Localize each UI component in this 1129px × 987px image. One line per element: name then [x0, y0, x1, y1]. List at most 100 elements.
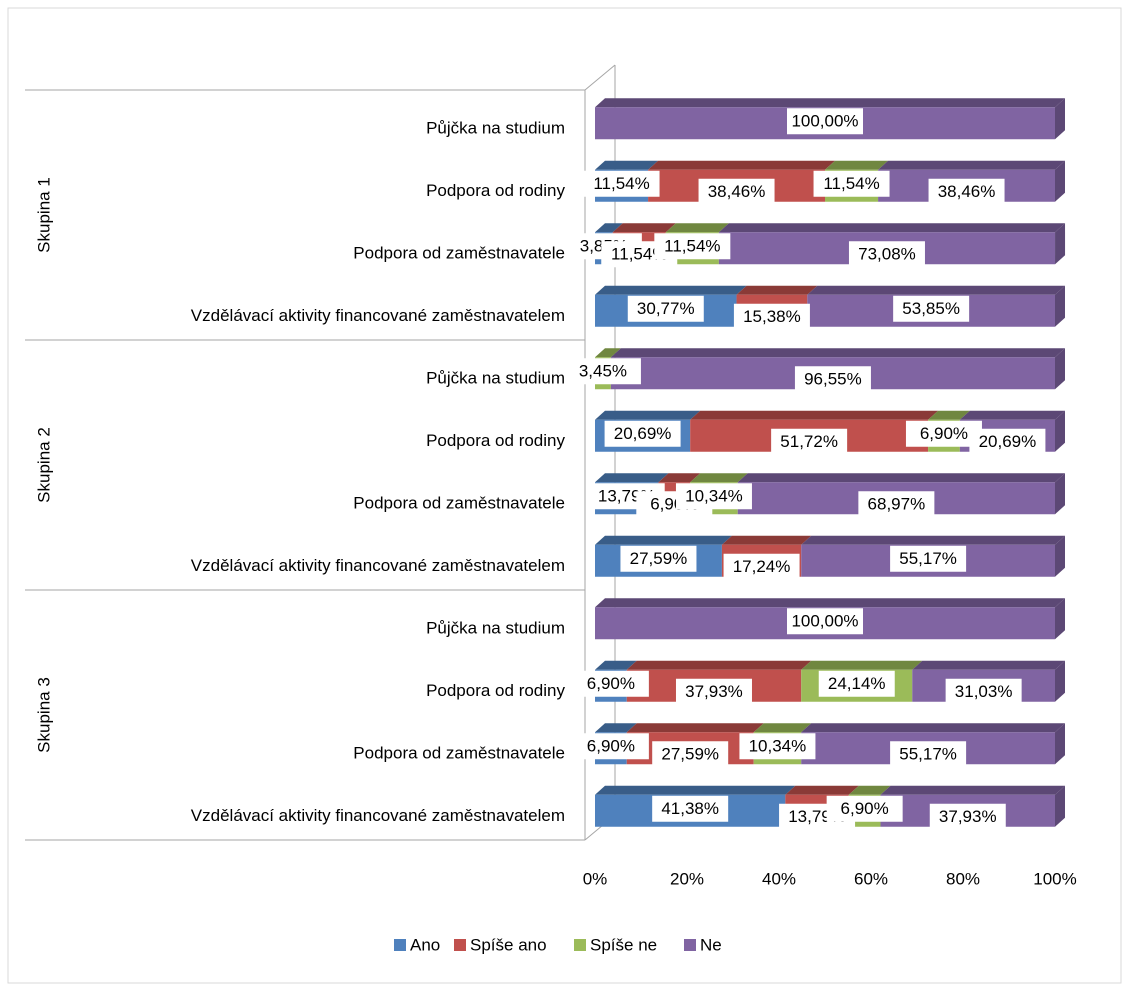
label-bg: [928, 178, 1005, 205]
category-label: Půjčka na studium: [426, 119, 565, 138]
data-label: 20,69%: [614, 424, 672, 443]
bar-top: [737, 473, 1065, 483]
data-label: 96,55%: [804, 370, 862, 389]
data-label: 6,90%: [920, 424, 968, 443]
bar-top: [595, 98, 1065, 108]
bar-side: [1055, 348, 1065, 390]
data-label: 41,38%: [661, 799, 719, 818]
legend-label: Ano: [410, 935, 440, 954]
bar-top: [610, 348, 1065, 358]
bar-top: [825, 160, 889, 170]
label-bg: [893, 295, 970, 322]
x-tick-label: 20%: [670, 869, 704, 888]
x-tick-label: 80%: [946, 869, 980, 888]
data-label: 38,46%: [938, 182, 996, 201]
legend-label: Spíše ne: [590, 935, 657, 954]
bar-top: [848, 785, 891, 795]
bar-top: [721, 535, 812, 545]
bar-top: [928, 410, 970, 420]
data-label: 38,46%: [708, 182, 766, 201]
bar-top: [626, 723, 764, 733]
category-label: Půjčka na studium: [426, 619, 565, 638]
data-label: 100,00%: [791, 612, 858, 631]
label-bg: [652, 795, 729, 822]
category-label: Podpora od zaměstnavatele: [353, 494, 565, 513]
legend-label: Spíše ano: [470, 935, 547, 954]
data-label: 17,24%: [733, 557, 791, 576]
data-label: 31,03%: [955, 682, 1013, 701]
x-tick-label: 60%: [854, 869, 888, 888]
wall-line: [584, 64, 616, 91]
data-label: 30,77%: [637, 299, 695, 318]
bar-side: [1055, 98, 1065, 140]
bar-top: [718, 223, 1066, 233]
category-label: Podpora od zaměstnavatele: [353, 244, 565, 263]
bar-top: [912, 660, 1065, 670]
category-label: Vzdělávací aktivity financované zaměstna…: [191, 556, 565, 575]
group-label: Skupina 2: [34, 427, 53, 503]
category-label: Podpora od rodiny: [426, 181, 565, 200]
label-bg: [787, 108, 863, 135]
label-bg: [723, 553, 800, 580]
legend-swatch: [454, 939, 466, 951]
bar-top: [801, 723, 1065, 733]
label-bg: [698, 178, 775, 205]
bar-top: [595, 785, 796, 795]
data-label: 3,45%: [579, 362, 627, 381]
bar-top: [595, 660, 637, 670]
data-label: 10,34%: [685, 487, 743, 506]
bar-side: [1055, 285, 1065, 327]
label-bg: [675, 678, 752, 705]
label-bg: [945, 678, 1022, 705]
data-label: 6,90%: [841, 799, 889, 818]
legend-swatch: [394, 939, 406, 951]
label-bg: [620, 545, 697, 572]
x-tick-label: 100%: [1033, 869, 1076, 888]
bar-side: [1055, 785, 1065, 827]
data-label: 11,54%: [664, 237, 720, 256]
bar-top: [959, 410, 1065, 420]
data-label: 73,08%: [858, 245, 916, 264]
legend-label: Ne: [700, 935, 722, 954]
x-tick-label: 40%: [762, 869, 796, 888]
label-bg: [627, 295, 704, 322]
bar-top: [880, 785, 1065, 795]
label-bg: [572, 670, 649, 697]
data-label: 11,54%: [611, 245, 667, 264]
label-bg: [572, 733, 649, 760]
bar-top: [801, 535, 1065, 545]
data-label: 15,38%: [743, 307, 801, 326]
bar-top: [595, 410, 701, 420]
bar-top: [595, 223, 623, 233]
label-bg: [564, 358, 641, 385]
bar-top: [690, 473, 748, 483]
data-label: 20,69%: [979, 432, 1037, 451]
bar-top: [595, 723, 637, 733]
data-label: 11,54%: [593, 174, 649, 193]
data-label: 27,59%: [630, 549, 688, 568]
bar-side: [1055, 473, 1065, 515]
bar-top: [785, 785, 859, 795]
label-bg: [848, 241, 925, 268]
data-label: 10,34%: [749, 737, 807, 756]
x-tick-label: 0%: [583, 869, 608, 888]
label-bg: [826, 795, 903, 822]
label-bg: [583, 170, 660, 197]
bar-side: [1055, 598, 1065, 640]
data-label: 37,93%: [685, 682, 743, 701]
group-label: Skupina 1: [34, 177, 53, 253]
label-bg: [890, 741, 967, 768]
legend-swatch: [684, 939, 696, 951]
data-label: 53,85%: [902, 299, 960, 318]
category-label: Vzdělávací aktivity financované zaměstna…: [191, 806, 565, 825]
bar-top: [690, 410, 939, 420]
data-label: 55,17%: [899, 549, 957, 568]
bar-top: [595, 473, 669, 483]
label-bg: [604, 420, 681, 447]
label-bg: [813, 170, 890, 197]
label-bg: [929, 803, 1006, 830]
label-bg: [794, 366, 871, 393]
bar-top: [595, 285, 747, 295]
category-label: Podpora od zaměstnavatele: [353, 744, 565, 763]
label-bg: [905, 420, 982, 447]
